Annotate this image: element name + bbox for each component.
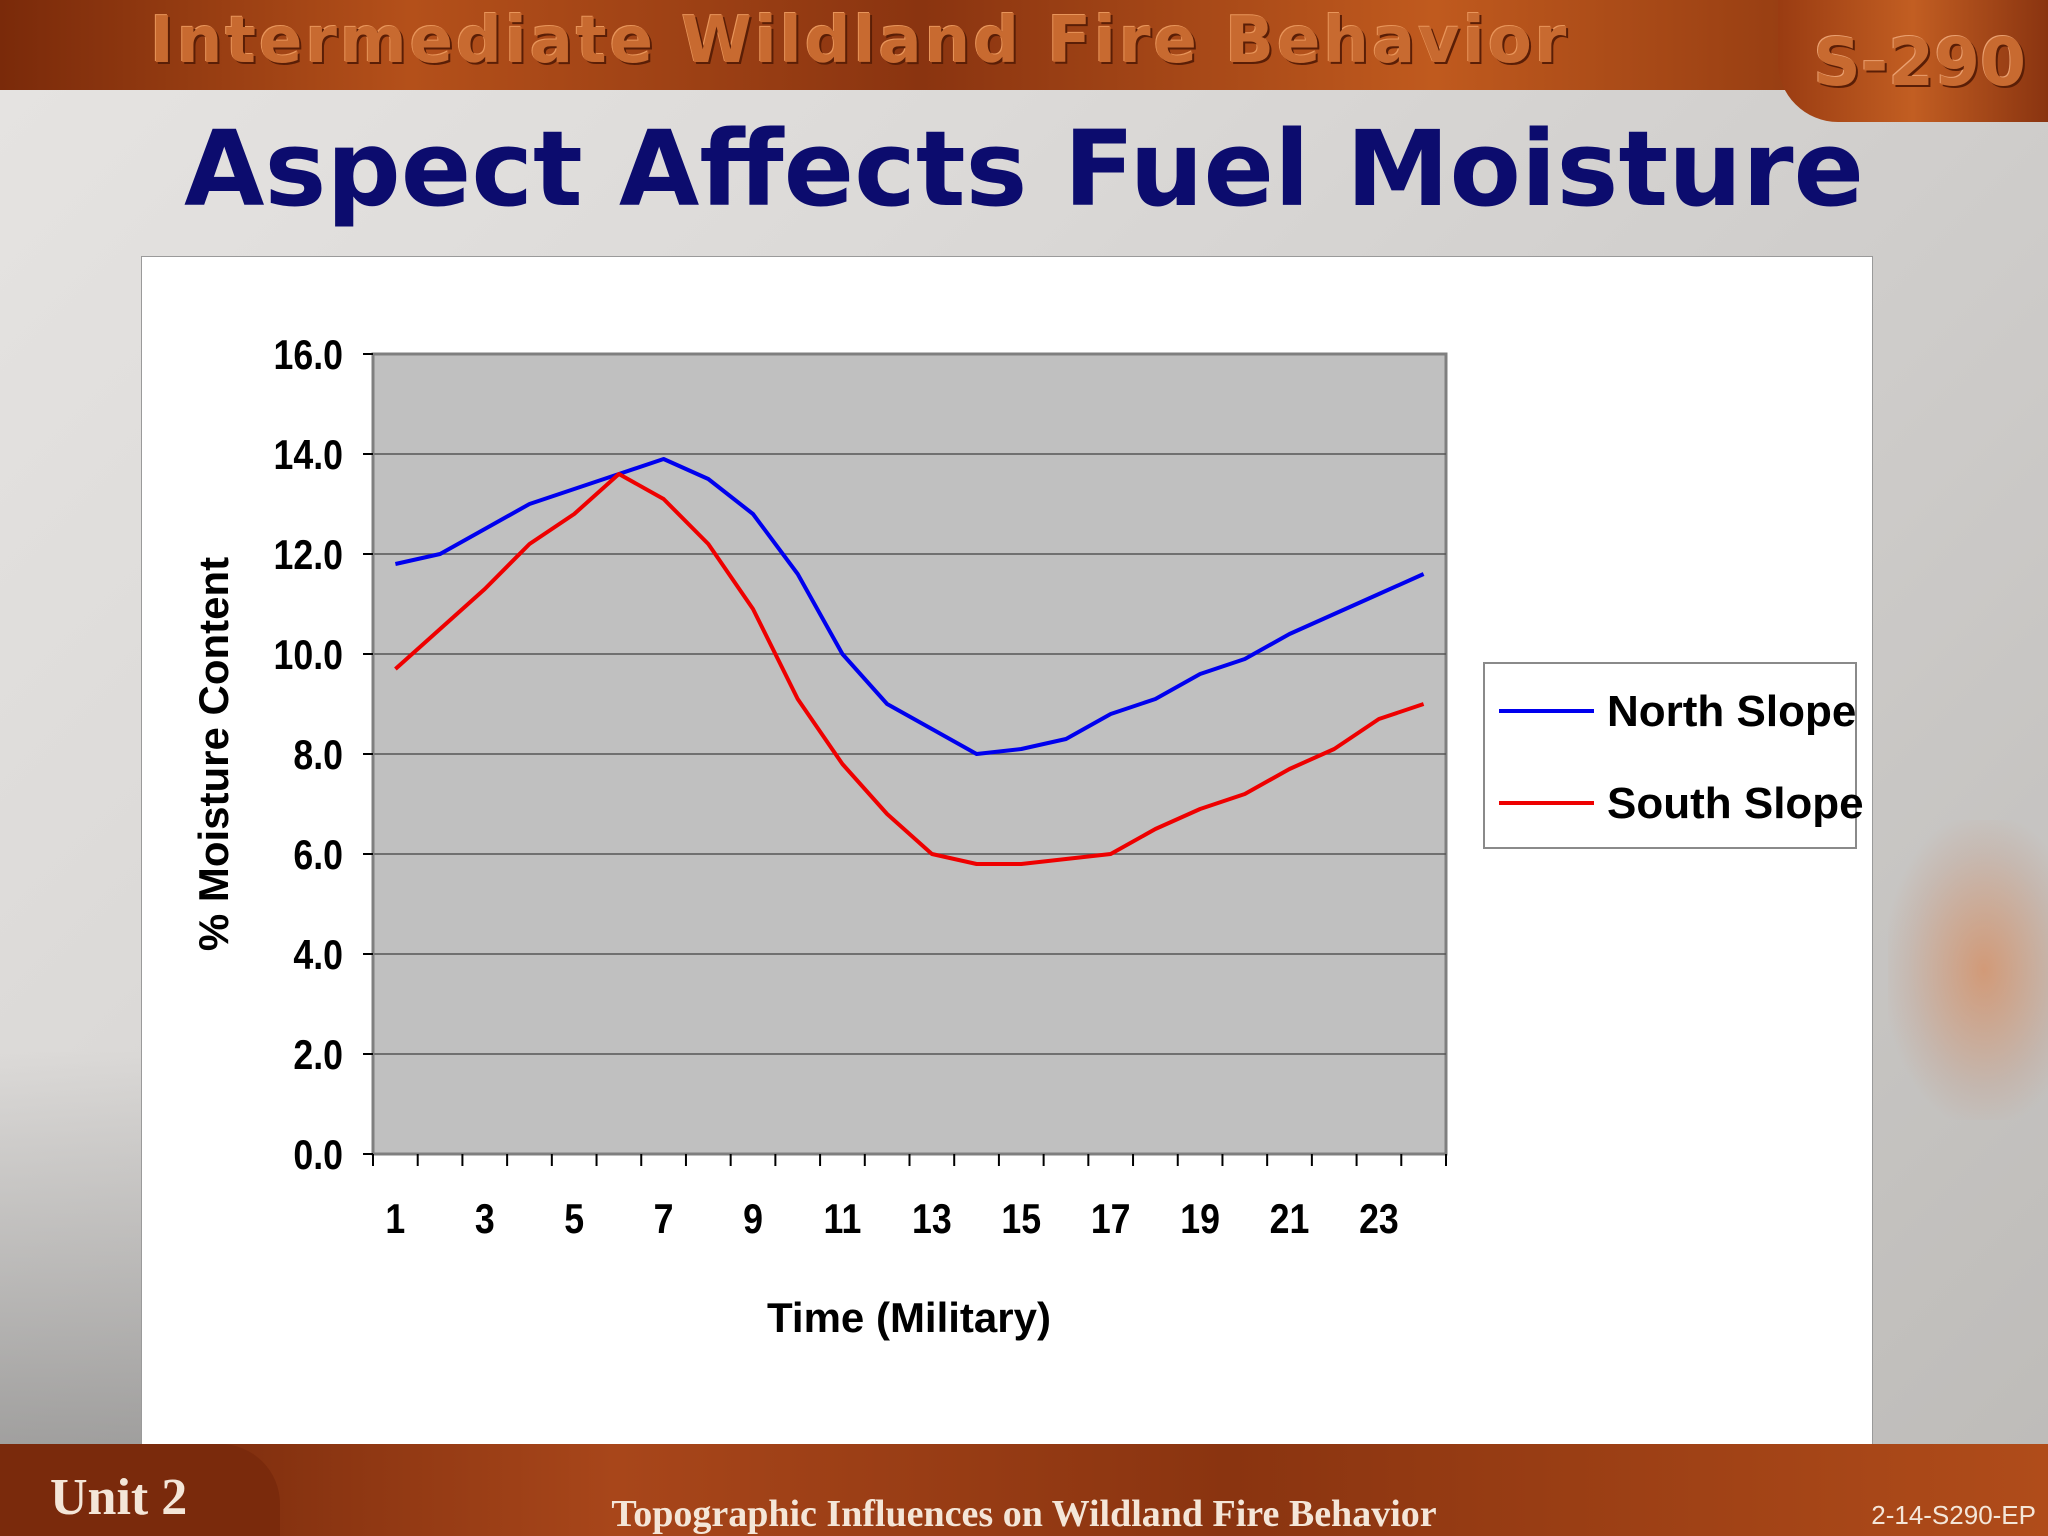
x-tick-label: 21 [1270, 1196, 1310, 1242]
footer-unit-tab [0, 1444, 280, 1536]
header-course-tab [1778, 0, 2048, 122]
x-tick-label: 5 [564, 1196, 584, 1242]
x-tick-label: 7 [654, 1196, 674, 1242]
x-tick-label: 19 [1180, 1196, 1220, 1242]
x-axis-title: Time (Military) [767, 1294, 1051, 1341]
y-axis-title: % Moisture Content [190, 557, 237, 951]
footer-bar [0, 1444, 2048, 1536]
x-tick-label: 1 [385, 1196, 405, 1242]
y-tick-label: 14.0 [274, 432, 343, 478]
x-tick-label: 17 [1091, 1196, 1131, 1242]
x-tick-label: 3 [475, 1196, 495, 1242]
y-tick-label: 6.0 [293, 832, 343, 878]
course-code: S-290 [1813, 24, 2026, 101]
legend-north-label: North Slope [1607, 687, 1856, 736]
series-lines [394, 457, 1425, 866]
x-tick-label: 9 [743, 1196, 763, 1242]
y-tick-label: 4.0 [293, 932, 343, 978]
y-tick-label: 2.0 [293, 1032, 343, 1078]
y-tick-label: 16.0 [274, 332, 343, 378]
x-tick-label: 11 [824, 1196, 862, 1242]
legend-south-label: South Slope [1607, 779, 1864, 828]
background-fire-glow [1888, 820, 2048, 1120]
x-tick-label: 13 [912, 1196, 952, 1242]
header-bar [0, 0, 2048, 90]
footer-topic: Topographic Influences on Wildland Fire … [611, 1493, 1437, 1535]
slide-title: Aspect Affects Fuel Moisture [183, 108, 1865, 230]
legend-box [1483, 662, 1857, 849]
y-tick-label: 8.0 [293, 732, 343, 778]
y-axis-ticks: 0.0 2.0 4.0 6.0 8.0 10.0 12.0 14.0 16.0 [274, 332, 373, 1179]
chart-panel: 0.0 2.0 4.0 6.0 8.0 10.0 12.0 14.0 16.0 1 3 5 7 9 11 1… [141, 256, 1873, 1446]
legend: North Slope South Slope [1483, 662, 1864, 849]
south-slope-line [394, 472, 1425, 866]
x-axis-ticks: 1 3 5 7 9 11 13 15 17 19 21 23 [372, 1154, 1447, 1243]
x-tick-label: 23 [1359, 1196, 1399, 1242]
y-tick-label: 0.0 [293, 1132, 343, 1178]
footer-slide-code: 2-14-S290-EP [1871, 1500, 2036, 1530]
north-slope-line [394, 457, 1425, 756]
footer-unit: Unit 2 [50, 1469, 188, 1526]
course-title: Intermediate Wildland Fire Behavior [150, 4, 1570, 78]
line-chart: 0.02.04.06.08.010.012.014.016.0 1 3 5 7 9 11 1… [190, 332, 1864, 1341]
gridlines [373, 453, 1446, 1055]
y-tick-label: 10.0 [274, 632, 343, 678]
y-tick-label: 12.0 [274, 532, 343, 578]
x-tick-label: 15 [1001, 1196, 1041, 1242]
